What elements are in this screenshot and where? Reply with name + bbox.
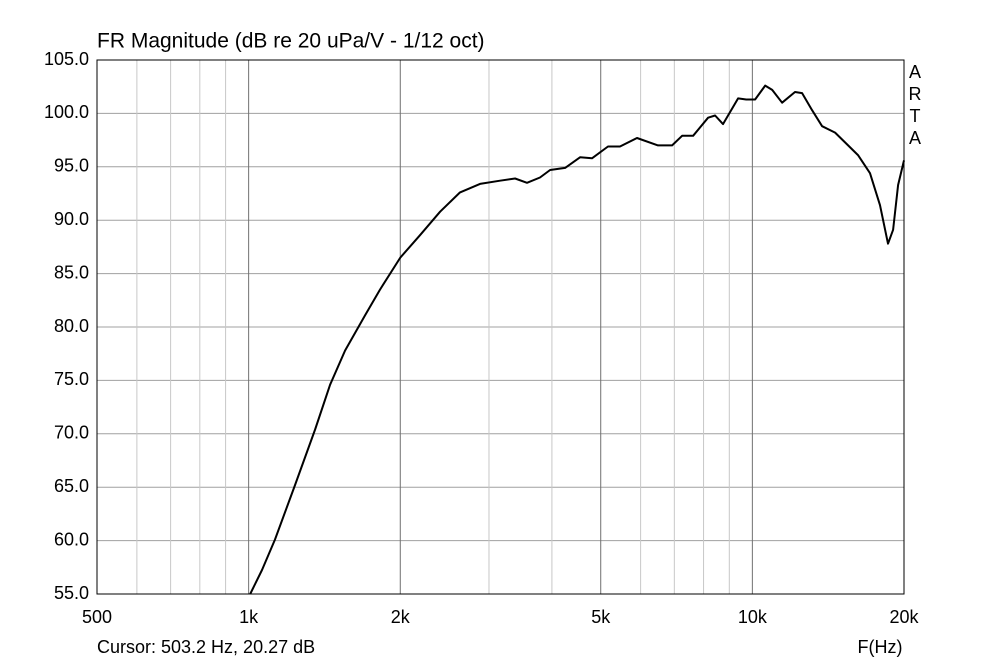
x-tick-label: 1k <box>239 607 259 627</box>
y-tick-label: 105.0 <box>44 49 89 69</box>
x-tick-label: 2k <box>391 607 411 627</box>
y-tick-label: 85.0 <box>54 262 89 282</box>
x-axis-label: F(Hz) <box>858 637 903 657</box>
y-tick-label: 100.0 <box>44 102 89 122</box>
x-tick-label: 20k <box>889 607 919 627</box>
cursor-readout: Cursor: 503.2 Hz, 20.27 dB <box>97 637 315 657</box>
x-tick-label: 10k <box>738 607 768 627</box>
x-tick-label: 5k <box>591 607 611 627</box>
y-tick-label: 60.0 <box>54 529 89 549</box>
y-tick-label: 65.0 <box>54 476 89 496</box>
y-tick-label: 55.0 <box>54 583 89 603</box>
y-tick-label: 75.0 <box>54 369 89 389</box>
chart-title: FR Magnitude (dB re 20 uPa/V - 1/12 oct) <box>97 30 485 53</box>
y-tick-label: 80.0 <box>54 316 89 336</box>
y-tick-label: 70.0 <box>54 423 89 443</box>
y-tick-label: 95.0 <box>54 156 89 176</box>
response-curve <box>249 84 905 595</box>
x-tick-label: 500 <box>82 607 112 627</box>
plot-frame <box>96 59 905 595</box>
y-tick-label: 90.0 <box>54 209 89 229</box>
